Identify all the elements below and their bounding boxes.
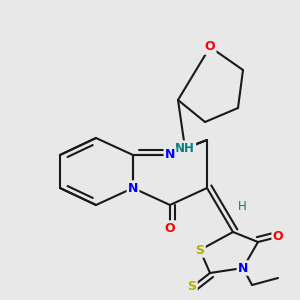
Text: NH: NH: [175, 142, 195, 154]
Text: H: H: [238, 200, 246, 214]
Text: N: N: [238, 262, 248, 275]
Text: S: S: [188, 280, 196, 293]
Text: O: O: [273, 230, 283, 244]
Text: O: O: [205, 40, 215, 53]
Text: S: S: [196, 244, 205, 256]
Text: O: O: [165, 221, 175, 235]
Text: N: N: [165, 148, 175, 161]
Text: N: N: [128, 182, 138, 194]
